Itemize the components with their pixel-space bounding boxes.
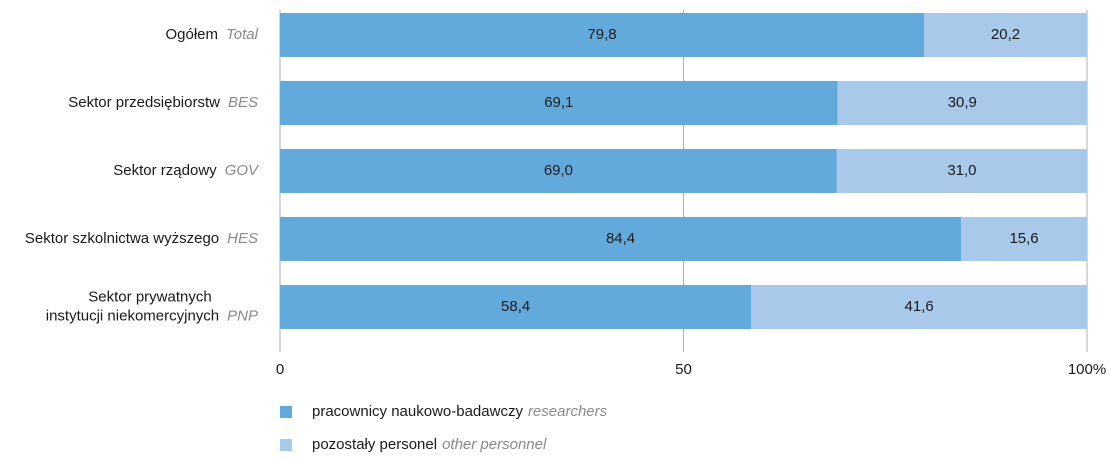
- value-label: 15,6: [1009, 230, 1038, 247]
- category-name: Sektor prywatnych: [88, 288, 211, 305]
- category-label: instytucji niekomercyjnych PNP: [46, 307, 258, 324]
- x-tick-label: 50: [675, 361, 692, 378]
- category-code: GOV: [225, 162, 260, 179]
- bar-segment: [280, 217, 962, 261]
- value-label: 69,0: [544, 162, 573, 179]
- legend-swatch: [280, 439, 292, 451]
- value-label: 31,0: [947, 162, 976, 179]
- bar-segment: [837, 81, 1087, 125]
- bar-segment: [280, 285, 752, 329]
- legend-name: pracownicy naukowo-badawczy: [312, 403, 523, 420]
- category-label: Ogółem Total: [165, 26, 258, 43]
- legend-name-en: other personnel: [442, 436, 547, 453]
- x-tick-label: 0: [276, 361, 284, 378]
- category-code: BES: [228, 94, 258, 111]
- category-code: Total: [226, 26, 259, 43]
- category-name: Sektor szkolnictwa wyższego: [25, 230, 219, 247]
- category-name: Ogółem: [165, 26, 218, 43]
- value-label: 41,6: [905, 298, 934, 315]
- legend-label: pozostały personel other personnel: [312, 436, 547, 453]
- category-label: Sektor rządowy GOV: [113, 162, 260, 179]
- bar-segment: [961, 217, 1087, 261]
- category-code: PNP: [227, 307, 258, 324]
- category-name: Sektor rządowy: [113, 162, 217, 179]
- category-name: Sektor przedsiębiorstw: [68, 94, 220, 111]
- bar-segment: [280, 13, 924, 57]
- category-label: Sektor prywatnych: [88, 288, 211, 305]
- legend-name-en: researchers: [528, 403, 608, 420]
- legend-swatch: [280, 406, 292, 418]
- bar-segment: [751, 285, 1087, 329]
- value-label: 58,4: [501, 298, 530, 315]
- category-label: Sektor szkolnictwa wyższego HES: [25, 230, 258, 247]
- bar-segment: [923, 13, 1087, 57]
- value-label: 30,9: [948, 94, 977, 111]
- value-label: 79,8: [587, 26, 616, 43]
- category-code: HES: [227, 230, 258, 247]
- bar-segment: [280, 81, 838, 125]
- category-name: instytucji niekomercyjnych: [46, 307, 219, 324]
- value-label: 84,4: [606, 230, 635, 247]
- value-label: 20,2: [991, 26, 1020, 43]
- category-label: Sektor przedsiębiorstw BES: [68, 94, 258, 111]
- legend-name: pozostały personel: [312, 436, 437, 453]
- value-label: 69,1: [544, 94, 573, 111]
- legend-label: pracownicy naukowo-badawczy researchers: [312, 403, 608, 420]
- bar-segment: [280, 149, 837, 193]
- x-tick-label: 100%: [1068, 361, 1106, 378]
- bar-segment: [836, 149, 1087, 193]
